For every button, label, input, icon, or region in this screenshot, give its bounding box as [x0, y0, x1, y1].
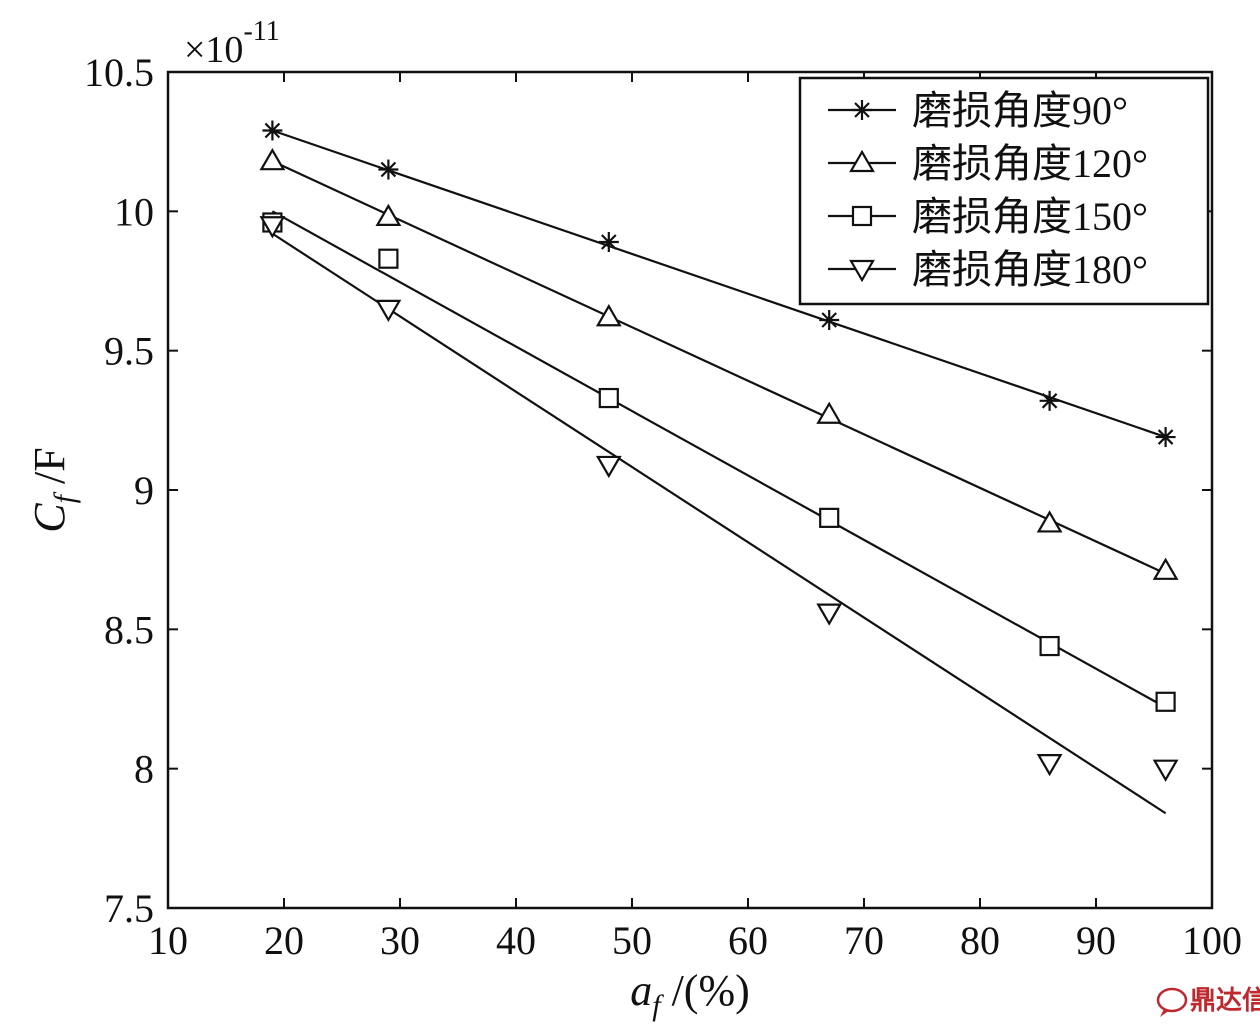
axis-labels: ×10-11 af /(%) Cf /F	[25, 16, 750, 1022]
series-layer	[259, 120, 1179, 815]
data-point	[601, 234, 617, 250]
data-point	[375, 203, 402, 227]
legend-label: 磨损角度90°	[912, 88, 1128, 133]
y-axis-label: Cf /F	[25, 447, 81, 532]
x-axis-label: af /(%)	[630, 966, 750, 1022]
data-point	[259, 216, 286, 239]
legend-label: 磨损角度120°	[912, 141, 1148, 186]
y-tick-label: 10.5	[84, 50, 154, 95]
legend-marker	[849, 149, 875, 173]
legend-marker	[854, 102, 870, 118]
data-point	[1155, 691, 1176, 712]
series-4	[259, 216, 1179, 815]
x-tick-label: 50	[612, 918, 652, 963]
data-point	[1152, 557, 1179, 580]
data-point	[595, 455, 622, 479]
series-line	[271, 232, 1167, 815]
data-point	[595, 304, 622, 327]
speech-bubble-icon	[1156, 987, 1188, 1013]
watermark: 鼎达信	[1156, 985, 1260, 1017]
legend-marker	[851, 205, 873, 227]
legend-label: 磨损角度180°	[912, 247, 1148, 292]
data-point	[819, 507, 840, 528]
data-point	[1041, 393, 1058, 409]
series-line	[272, 129, 1166, 439]
y-tick-label: 8.5	[104, 607, 154, 652]
legend: 磨损角度90° 磨损角度120° 磨损角度150° 磨损角度180°	[798, 76, 1210, 306]
series-2	[259, 147, 1179, 580]
x-tick-label: 40	[496, 918, 536, 963]
data-point	[821, 312, 837, 328]
y-multiplier: ×10-11	[184, 16, 280, 71]
x-tick-label: 80	[960, 918, 1000, 963]
data-point	[598, 387, 619, 409]
data-point	[816, 401, 843, 424]
y-tick-label: 10	[114, 189, 154, 234]
data-point	[1039, 635, 1060, 657]
data-point	[1036, 510, 1063, 533]
series-1	[262, 120, 1176, 448]
legend-marker	[849, 259, 875, 283]
axis-ticks: 10 20 30 40 50 60 70 80 90 100 10.5 10 9.5 9 8.5 8 7.5	[84, 50, 1242, 963]
y-tick-label: 9.5	[104, 329, 154, 374]
x-tick-label: 70	[844, 918, 884, 963]
series-line	[271, 160, 1167, 575]
data-point	[1152, 759, 1179, 782]
data-point	[816, 603, 843, 626]
y-tick-label: 7.5	[104, 886, 154, 931]
data-point	[375, 299, 402, 323]
x-tick-label: 10	[148, 918, 188, 963]
data-point	[259, 147, 286, 171]
x-tick-label: 60	[728, 918, 768, 963]
data-point	[1036, 753, 1063, 777]
watermark-text: 鼎达信	[1190, 985, 1260, 1015]
data-point	[264, 122, 281, 139]
x-tick-label: 90	[1076, 918, 1116, 963]
data-point	[1157, 429, 1174, 445]
y-tick-label: 9	[134, 468, 154, 513]
x-tick-label: 30	[380, 918, 420, 963]
x-tick-label: 100	[1182, 918, 1242, 963]
data-point	[380, 161, 397, 178]
legend-label: 磨损角度150°	[912, 194, 1148, 239]
x-tick-label: 20	[264, 918, 304, 963]
series-line	[271, 210, 1167, 709]
data-point	[378, 248, 399, 269]
y-tick-label: 8	[134, 747, 154, 792]
speech-bubble-icon	[1160, 1009, 1170, 1017]
